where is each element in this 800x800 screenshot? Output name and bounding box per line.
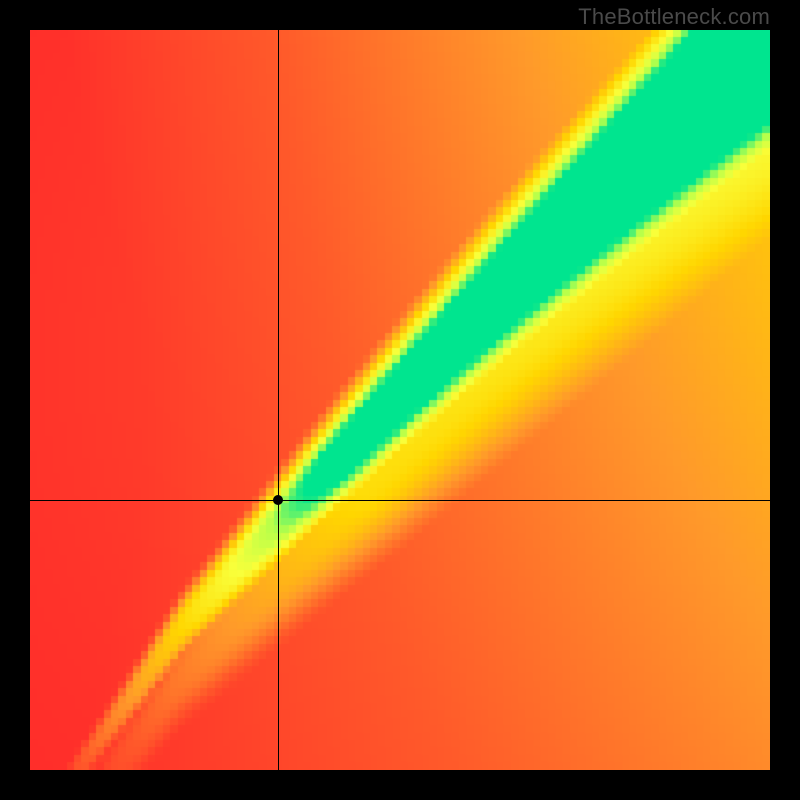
crosshair-vertical xyxy=(278,30,279,770)
plot-area xyxy=(30,30,770,770)
crosshair-marker xyxy=(273,495,283,505)
heatmap-canvas xyxy=(30,30,770,770)
chart-frame: TheBottleneck.com xyxy=(0,0,800,800)
watermark-text: TheBottleneck.com xyxy=(578,4,770,30)
crosshair-horizontal xyxy=(30,500,770,501)
